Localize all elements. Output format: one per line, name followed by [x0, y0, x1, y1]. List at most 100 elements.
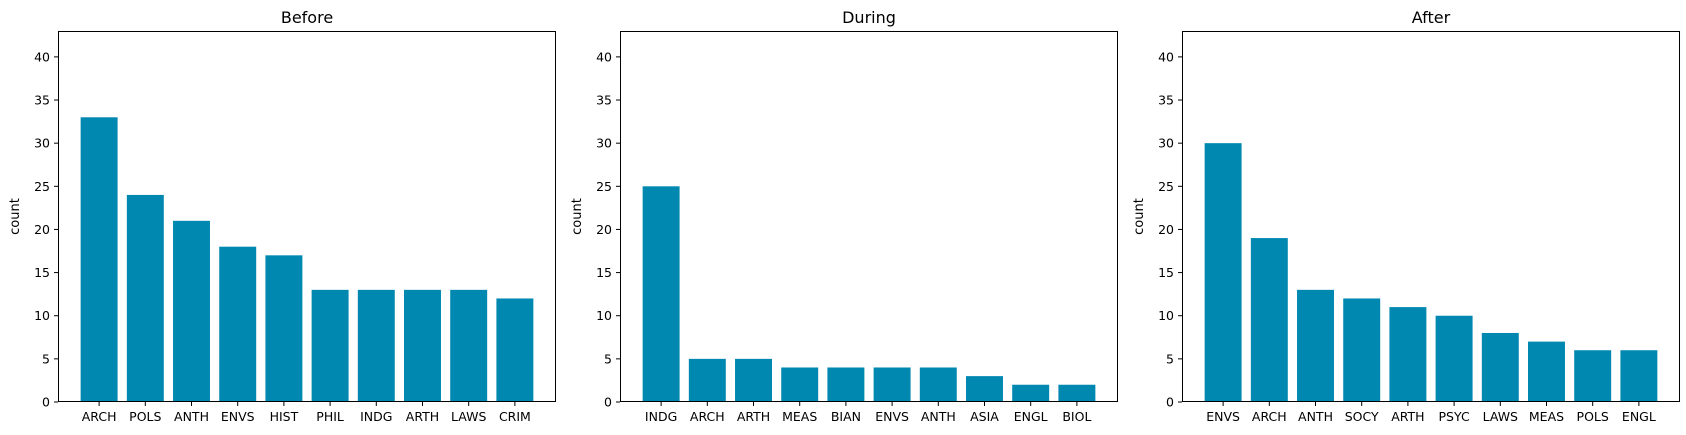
bar-biol: [1058, 384, 1096, 402]
x-tick-label: CRIM: [499, 409, 531, 424]
y-tick-label: 35: [596, 93, 612, 108]
x-tick-label: ANTH: [921, 409, 956, 424]
bar-arch: [1250, 238, 1288, 402]
y-tick-label: 20: [596, 222, 612, 237]
bar-arth: [735, 358, 772, 402]
x-tick-label: LAWS: [451, 409, 486, 424]
subplot-during: 0 5 10 15 20 25 30 35 40 INDG ARCH ARTH MEAS BIAN ENVS…: [570, 8, 1118, 424]
chart-title: During: [842, 8, 896, 27]
bar-asia: [966, 376, 1003, 402]
chart-title: After: [1412, 8, 1451, 27]
y-tick-label: 10: [596, 308, 612, 323]
bar-engl: [1012, 384, 1050, 402]
y-tick-label: 25: [34, 179, 50, 194]
y-tick-label: 25: [596, 179, 612, 194]
plot-frame: [58, 31, 556, 402]
bar-envs: [219, 246, 257, 402]
plot-frame: [620, 31, 1118, 402]
x-tick-label: PSYC: [1439, 409, 1470, 424]
bar-anth: [1297, 289, 1334, 402]
y-tick-label: 10: [1158, 308, 1174, 323]
y-tick-label: 0: [42, 395, 50, 410]
bar-arch: [80, 117, 118, 403]
bar-arch: [688, 358, 726, 402]
y-tick-label: 40: [34, 49, 50, 64]
bar-psyc: [1435, 315, 1473, 402]
y-tick-label: 35: [34, 93, 50, 108]
y-tick-label: 10: [34, 308, 50, 323]
chart-title: Before: [281, 8, 333, 27]
subplot-after: 0 5 10 15 20 25 30 35 40 ENVS ARCH ANTH SOCY ARTH PSYC…: [1132, 8, 1680, 424]
x-tick-label: BIAN: [831, 409, 861, 424]
x-tick-label: ENVS: [875, 409, 909, 424]
y-tick-label: 40: [1158, 49, 1174, 64]
x-tick-label: ENVS: [221, 409, 255, 424]
bar-anth: [919, 367, 957, 402]
x-tick-label: ANTH: [174, 409, 209, 424]
bar-meas: [781, 367, 819, 402]
bar-indg: [357, 289, 395, 402]
y-tick-label: 20: [34, 222, 50, 237]
bar-envs: [873, 367, 911, 402]
x-tick-label: ENGL: [1622, 409, 1656, 424]
y-tick-label: 5: [42, 351, 50, 366]
bar-bian: [827, 367, 865, 402]
x-tick-label: INDG: [645, 409, 677, 424]
bar-socy: [1343, 298, 1381, 402]
bar-laws: [450, 289, 488, 402]
plot-frame: [1182, 31, 1680, 402]
y-tick-label: 0: [1166, 395, 1174, 410]
bar-pols: [126, 194, 164, 402]
y-axis-label: count: [8, 198, 23, 235]
y-tick-label: 30: [596, 136, 612, 151]
bar-anth: [173, 220, 210, 402]
x-tick-label: ARCH: [82, 409, 117, 424]
y-tick-label: 15: [596, 265, 612, 280]
bar-crim: [496, 298, 534, 402]
x-tick-label: ARCH: [690, 409, 725, 424]
y-tick-label: 35: [1158, 93, 1174, 108]
x-tick-label: MEAS: [782, 409, 817, 424]
y-tick-label: 30: [1158, 136, 1174, 151]
bar-phil: [311, 289, 349, 402]
x-tick-label: ANTH: [1298, 409, 1333, 424]
bar-pols: [1574, 350, 1612, 402]
x-tick-label: INDG: [360, 409, 392, 424]
y-tick-label: 25: [1158, 179, 1174, 194]
x-tick-label: ARTH: [406, 409, 439, 424]
y-axis-label: count: [1132, 198, 1147, 235]
x-tick-label: POLS: [129, 409, 161, 424]
y-tick-label: 0: [604, 395, 612, 410]
bar-meas: [1528, 341, 1565, 402]
x-tick-label: POLS: [1577, 409, 1609, 424]
bar-envs: [1204, 143, 1242, 403]
bar-engl: [1620, 350, 1658, 402]
x-tick-label: BIOL: [1062, 409, 1091, 424]
x-tick-label: PHIL: [316, 409, 344, 424]
x-tick-label: HIST: [270, 409, 299, 424]
x-tick-label: ARCH: [1252, 409, 1287, 424]
x-tick-label: LAWS: [1483, 409, 1518, 424]
y-tick-label: 20: [1158, 222, 1174, 237]
x-tick-label: ENVS: [1206, 409, 1240, 424]
x-tick-label: ARTH: [737, 409, 770, 424]
x-tick-label: SOCY: [1345, 409, 1379, 424]
y-tick-label: 30: [34, 136, 50, 151]
y-tick-label: 15: [34, 265, 50, 280]
y-tick-label: 40: [596, 49, 612, 64]
bar-arth: [1389, 307, 1427, 402]
x-tick-label: ENGL: [1014, 409, 1048, 424]
y-tick-label: 5: [1166, 351, 1174, 366]
bar-arth: [404, 289, 441, 402]
bar-hist: [265, 255, 303, 402]
x-tick-label: MEAS: [1529, 409, 1564, 424]
y-tick-label: 15: [1158, 265, 1174, 280]
bar-indg: [642, 186, 680, 402]
y-tick-label: 5: [604, 351, 612, 366]
y-axis-label: count: [570, 198, 585, 235]
x-tick-label: ARTH: [1391, 409, 1424, 424]
subplot-before: 0 5 10 15 20 25 30 35 40 ARCH POLS ANTH ENVS HIST PHIL…: [8, 8, 556, 424]
x-tick-label: ASIA: [970, 409, 999, 424]
bar-laws: [1481, 332, 1519, 402]
